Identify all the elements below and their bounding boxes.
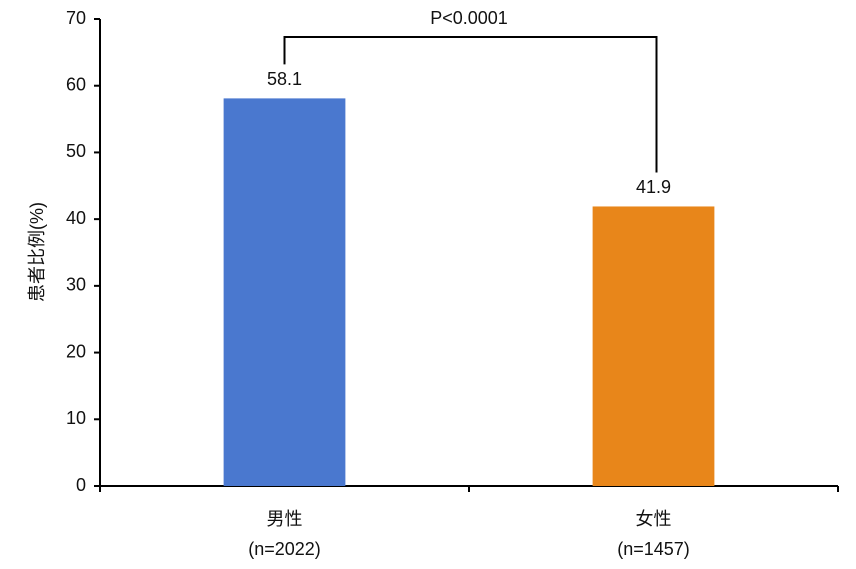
bar bbox=[223, 98, 346, 486]
x-tick-label: 男性 bbox=[267, 509, 303, 529]
x-tick-sublabel: (n=2022) bbox=[248, 539, 321, 559]
y-tick-label: 50 bbox=[66, 141, 86, 161]
y-tick-label: 20 bbox=[66, 341, 86, 361]
y-tick-label: 70 bbox=[66, 8, 86, 28]
value-label: 41.9 bbox=[636, 177, 671, 197]
significance-bracket bbox=[283, 36, 658, 173]
y-axis-label: 患者比例(%) bbox=[27, 202, 47, 302]
annotation: P<0.0001 bbox=[430, 8, 508, 28]
y-tick-label: 30 bbox=[66, 275, 86, 295]
y-tick-label: 60 bbox=[66, 74, 86, 94]
y-tick-label: 0 bbox=[76, 475, 86, 495]
y-tick-label: 40 bbox=[66, 208, 86, 228]
bar bbox=[592, 206, 715, 486]
value-label: 58.1 bbox=[267, 69, 302, 89]
x-tick-label: 女性 bbox=[636, 509, 672, 529]
x-tick-sublabel: (n=1457) bbox=[617, 539, 690, 559]
y-tick-label: 10 bbox=[66, 408, 86, 428]
